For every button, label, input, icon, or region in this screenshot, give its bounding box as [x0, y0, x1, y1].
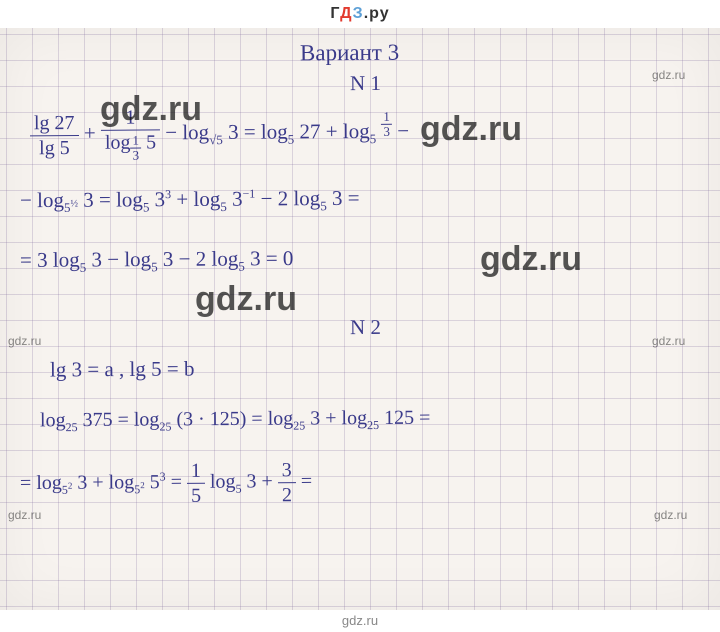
watermark-sm-2: gdz.ru	[8, 334, 41, 348]
eq1-line2: − log5½ 3 = log5 33 + log5 3−1 − 2 log5 …	[20, 187, 360, 216]
eq1-line1: lg 27 lg 5 + 1 log13 5 − log√5 3 = log5 …	[30, 105, 409, 164]
watermark-sm-3: gdz.ru	[652, 334, 685, 348]
logo-tail: .ру	[364, 5, 390, 22]
logo-g: Г	[330, 5, 340, 22]
watermark-sm-1: gdz.ru	[652, 68, 685, 82]
eq1-line3: = 3 log5 3 − log5 3 − 2 log5 3 = 0	[20, 247, 294, 275]
watermark-sm-4: gdz.ru	[8, 508, 41, 522]
frac-1-5: 1 5	[187, 460, 205, 507]
watermark-big-4: gdz.ru	[195, 280, 297, 319]
logo-d: Д	[340, 5, 353, 22]
eq2-line2: log25 375 = log25 (3 · 125) = log25 3 + …	[40, 407, 431, 435]
watermark-big-2: gdz.ru	[420, 110, 522, 149]
notebook-paper: Вариант 3 N 1 lg 27 lg 5 + 1 log13 5 − l…	[0, 28, 720, 610]
eq2-line3: = log52 3 + log52 53 = 1 5 log5 3 + 3 2 …	[20, 459, 312, 508]
frac-lg27-lg5: lg 27 lg 5	[30, 112, 79, 159]
watermark-big-3: gdz.ru	[480, 240, 582, 279]
problem-2-label: N 2	[350, 316, 381, 339]
frac-3-2: 3 2	[278, 459, 296, 506]
problem-1-label: N 1	[350, 72, 381, 95]
logo-z: З	[353, 5, 364, 22]
eq2-line1: lg 3 = a , lg 5 = b	[50, 357, 195, 381]
variant-title: Вариант 3	[300, 40, 399, 66]
site-header: ГДЗ.ру	[0, 0, 720, 28]
site-footer: gdz.ru	[0, 610, 720, 632]
watermark-sm-5: gdz.ru	[654, 508, 687, 522]
watermark-big-1: gdz.ru	[100, 90, 202, 129]
